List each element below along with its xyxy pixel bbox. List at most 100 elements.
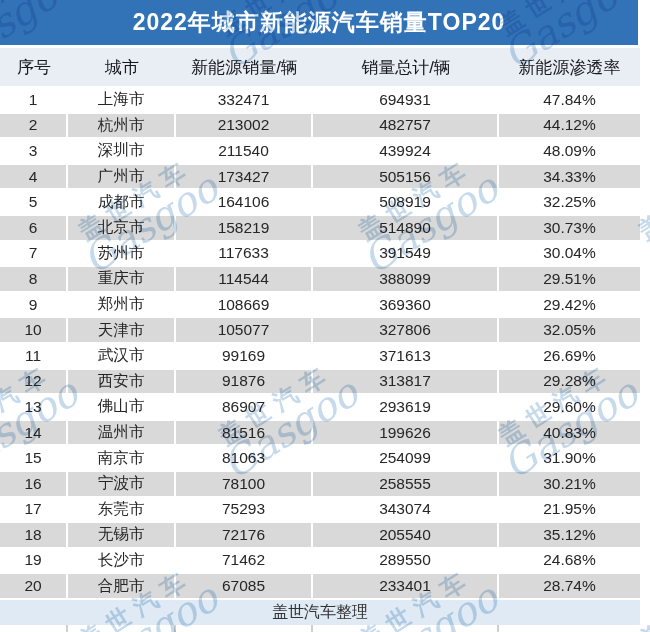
total-sales-cell: 482757 [313, 114, 499, 138]
ev-sales-cell: 211540 [176, 139, 313, 163]
rank-cell: 8 [0, 267, 68, 291]
table-row: 8重庆市11454438809929.51% [0, 267, 640, 293]
penetration-cell: 44.12% [499, 114, 640, 138]
ev-sales-cell: 213002 [176, 114, 313, 138]
table-row: 14温州市8151619962640.83% [0, 421, 640, 447]
ev-sales-cell: 81516 [176, 421, 313, 445]
city-cell: 重庆市 [68, 267, 176, 291]
table-body: 1上海市33247169493147.84%2杭州市21300248275744… [0, 88, 640, 600]
cropped-next-row [0, 625, 640, 632]
ev-sales-cell: 117633 [176, 242, 313, 266]
penetration-cell: 30.21% [499, 472, 640, 496]
penetration-cell: 47.84% [499, 88, 640, 112]
city-cell: 苏州市 [68, 242, 176, 266]
city-cell: 无锡市 [68, 523, 176, 547]
rank-cell: 19 [0, 549, 68, 573]
ev-sales-cell: 99169 [176, 344, 313, 368]
city-cell: 成都市 [68, 190, 176, 214]
city-cell: 南京市 [68, 446, 176, 470]
total-sales-cell: 391549 [313, 242, 499, 266]
rank-cell: 7 [0, 242, 68, 266]
rank-cell: 6 [0, 216, 68, 240]
table-row: 13佛山市8690729361929.60% [0, 395, 640, 421]
city-cell: 广州市 [68, 165, 176, 189]
table-row: 18无锡市7217620554035.12% [0, 523, 640, 549]
total-sales-cell: 369360 [313, 293, 499, 317]
table-row: 1上海市33247169493147.84% [0, 88, 640, 114]
rank-cell: 3 [0, 139, 68, 163]
penetration-cell: 40.83% [499, 421, 640, 445]
column-header-ev-sales: 新能源销量/辆 [176, 48, 313, 86]
ev-sales-cell: 91876 [176, 370, 313, 394]
ev-sales-cell: 114544 [176, 267, 313, 291]
rank-cell: 2 [0, 114, 68, 138]
city-cell: 西安市 [68, 370, 176, 394]
penetration-cell: 35.12% [499, 523, 640, 547]
title-banner: 2022年城市新能源汽车销量TOP20 [0, 0, 638, 45]
city-cell: 杭州市 [68, 114, 176, 138]
table-row: 3深圳市21154043992448.09% [0, 139, 640, 165]
penetration-cell: 21.95% [499, 498, 640, 522]
table-row: 2杭州市21300248275744.12% [0, 114, 640, 140]
city-cell: 上海市 [68, 88, 176, 112]
column-header-total-sales: 销量总计/辆 [313, 48, 499, 86]
ev-sales-cell: 75293 [176, 498, 313, 522]
table-row: 15南京市8106325409931.90% [0, 446, 640, 472]
source-note: 盖世汽车整理 [272, 602, 368, 623]
total-sales-cell: 258555 [313, 472, 499, 496]
penetration-cell: 29.42% [499, 293, 640, 317]
rank-cell: 13 [0, 395, 68, 419]
rank-cell: 9 [0, 293, 68, 317]
ev-sales-cell: 108669 [176, 293, 313, 317]
rank-cell: 20 [0, 574, 68, 598]
total-sales-cell: 505156 [313, 165, 499, 189]
total-sales-cell: 313817 [313, 370, 499, 394]
penetration-cell: 32.05% [499, 318, 640, 342]
city-cell: 合肥市 [68, 574, 176, 598]
rank-cell: 14 [0, 421, 68, 445]
source-note-row: 盖世汽车整理 [0, 600, 640, 625]
city-cell: 宁波市 [68, 472, 176, 496]
table-row: 10天津市10507732780632.05% [0, 318, 640, 344]
page-title: 2022年城市新能源汽车销量TOP20 [133, 7, 506, 38]
penetration-cell: 30.73% [499, 216, 640, 240]
table-header-row: 序号 城市 新能源销量/辆 销量总计/辆 新能源渗透率 [0, 48, 640, 86]
table-row: 4广州市17342750515634.33% [0, 165, 640, 191]
total-sales-cell: 233401 [313, 574, 499, 598]
column-header-penetration: 新能源渗透率 [499, 48, 640, 86]
total-sales-cell: 439924 [313, 139, 499, 163]
rank-cell: 4 [0, 165, 68, 189]
ev-sales-cell: 164106 [176, 190, 313, 214]
ev-sales-cell: 81063 [176, 446, 313, 470]
total-sales-cell: 254099 [313, 446, 499, 470]
rank-cell: 11 [0, 344, 68, 368]
table-row: 12西安市9187631381729.28% [0, 370, 640, 396]
penetration-cell: 34.33% [499, 165, 640, 189]
penetration-cell: 31.90% [499, 446, 640, 470]
total-sales-cell: 694931 [313, 88, 499, 112]
penetration-cell: 26.69% [499, 344, 640, 368]
rank-cell: 17 [0, 498, 68, 522]
city-cell: 东莞市 [68, 498, 176, 522]
penetration-cell: 24.68% [499, 549, 640, 573]
city-cell: 北京市 [68, 216, 176, 240]
table-row: 20合肥市6708523340128.74% [0, 574, 640, 600]
total-sales-cell: 371613 [313, 344, 499, 368]
city-cell: 佛山市 [68, 395, 176, 419]
rank-cell: 15 [0, 446, 68, 470]
table-row: 6北京市15821951489030.73% [0, 216, 640, 242]
city-cell: 天津市 [68, 318, 176, 342]
ev-sales-cell: 173427 [176, 165, 313, 189]
penetration-cell: 29.60% [499, 395, 640, 419]
city-cell: 郑州市 [68, 293, 176, 317]
ev-sales-cell: 86907 [176, 395, 313, 419]
city-cell: 温州市 [68, 421, 176, 445]
table-row: 11武汉市9916937161326.69% [0, 344, 640, 370]
penetration-cell: 29.28% [499, 370, 640, 394]
rank-cell: 16 [0, 472, 68, 496]
table-row: 7苏州市11763339154930.04% [0, 242, 640, 268]
penetration-cell: 29.51% [499, 267, 640, 291]
ev-sales-cell: 71462 [176, 549, 313, 573]
rank-cell: 5 [0, 190, 68, 214]
table-row: 16宁波市7810025855530.21% [0, 472, 640, 498]
